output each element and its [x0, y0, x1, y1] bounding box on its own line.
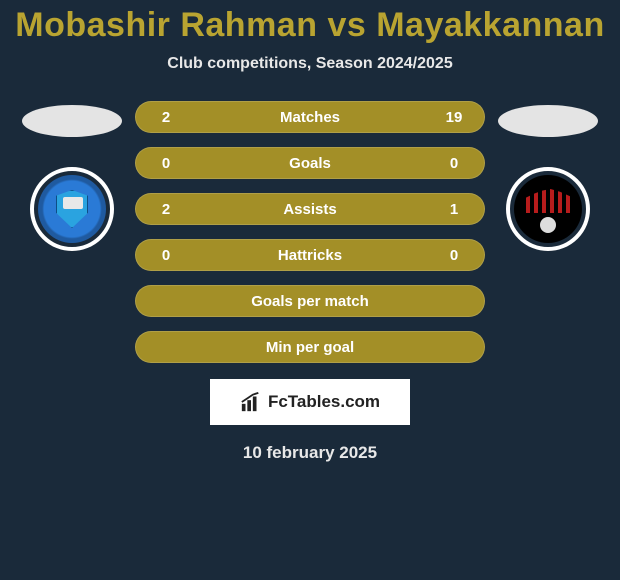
player1-name: Mobashir Rahman: [15, 6, 317, 44]
stat-label: Assists: [178, 201, 442, 218]
stat-bars: 2Matches190Goals02Assists10Hattricks0Goa…: [135, 101, 485, 363]
stat-left-value: 2: [154, 201, 178, 218]
stat-left-value: 2: [154, 109, 178, 126]
stripes-icon: [526, 189, 570, 213]
stat-label: Goals: [178, 155, 442, 172]
stat-right-value: 1: [442, 201, 466, 218]
stat-label: Goals per match: [154, 293, 466, 310]
stat-bar: Min per goal: [135, 331, 485, 363]
northeast-united-badge-icon: [514, 175, 582, 243]
shield-icon: [56, 190, 88, 228]
stat-left-value: 0: [154, 247, 178, 264]
stat-bar: 0Hattricks0: [135, 239, 485, 271]
branding-badge: FcTables.com: [210, 379, 410, 425]
jamshedpur-badge-icon: [38, 175, 106, 243]
player2-name: Mayakkannan: [376, 6, 605, 44]
bars-icon: [240, 391, 262, 413]
right-player-col: [493, 101, 603, 251]
player1-club-badge: [30, 167, 114, 251]
page-title: Mobashir Rahman vs Mayakkannan: [15, 6, 604, 45]
player1-silhouette: [22, 105, 122, 137]
stat-label: Hattricks: [178, 247, 442, 264]
subtitle: Club competitions, Season 2024/2025: [167, 55, 452, 73]
player2-silhouette: [498, 105, 598, 137]
stat-label: Min per goal: [154, 339, 466, 356]
stat-bar: 2Matches19: [135, 101, 485, 133]
date-text: 10 february 2025: [243, 443, 377, 463]
stat-left-value: 0: [154, 155, 178, 172]
comparison-card: Mobashir Rahman vs Mayakkannan Club comp…: [0, 0, 620, 463]
stat-right-value: 19: [442, 109, 466, 126]
stat-right-value: 0: [442, 247, 466, 264]
branding-text: FcTables.com: [268, 392, 380, 412]
stat-label: Matches: [178, 109, 442, 126]
stat-bar: 0Goals0: [135, 147, 485, 179]
left-player-col: [17, 101, 127, 251]
stat-bar: Goals per match: [135, 285, 485, 317]
stat-bar: 2Assists1: [135, 193, 485, 225]
stat-right-value: 0: [442, 155, 466, 172]
vs-text: vs: [327, 6, 366, 44]
stats-area: 2Matches190Goals02Assists10Hattricks0Goa…: [0, 101, 620, 363]
ball-icon: [540, 217, 556, 233]
player2-club-badge: [506, 167, 590, 251]
